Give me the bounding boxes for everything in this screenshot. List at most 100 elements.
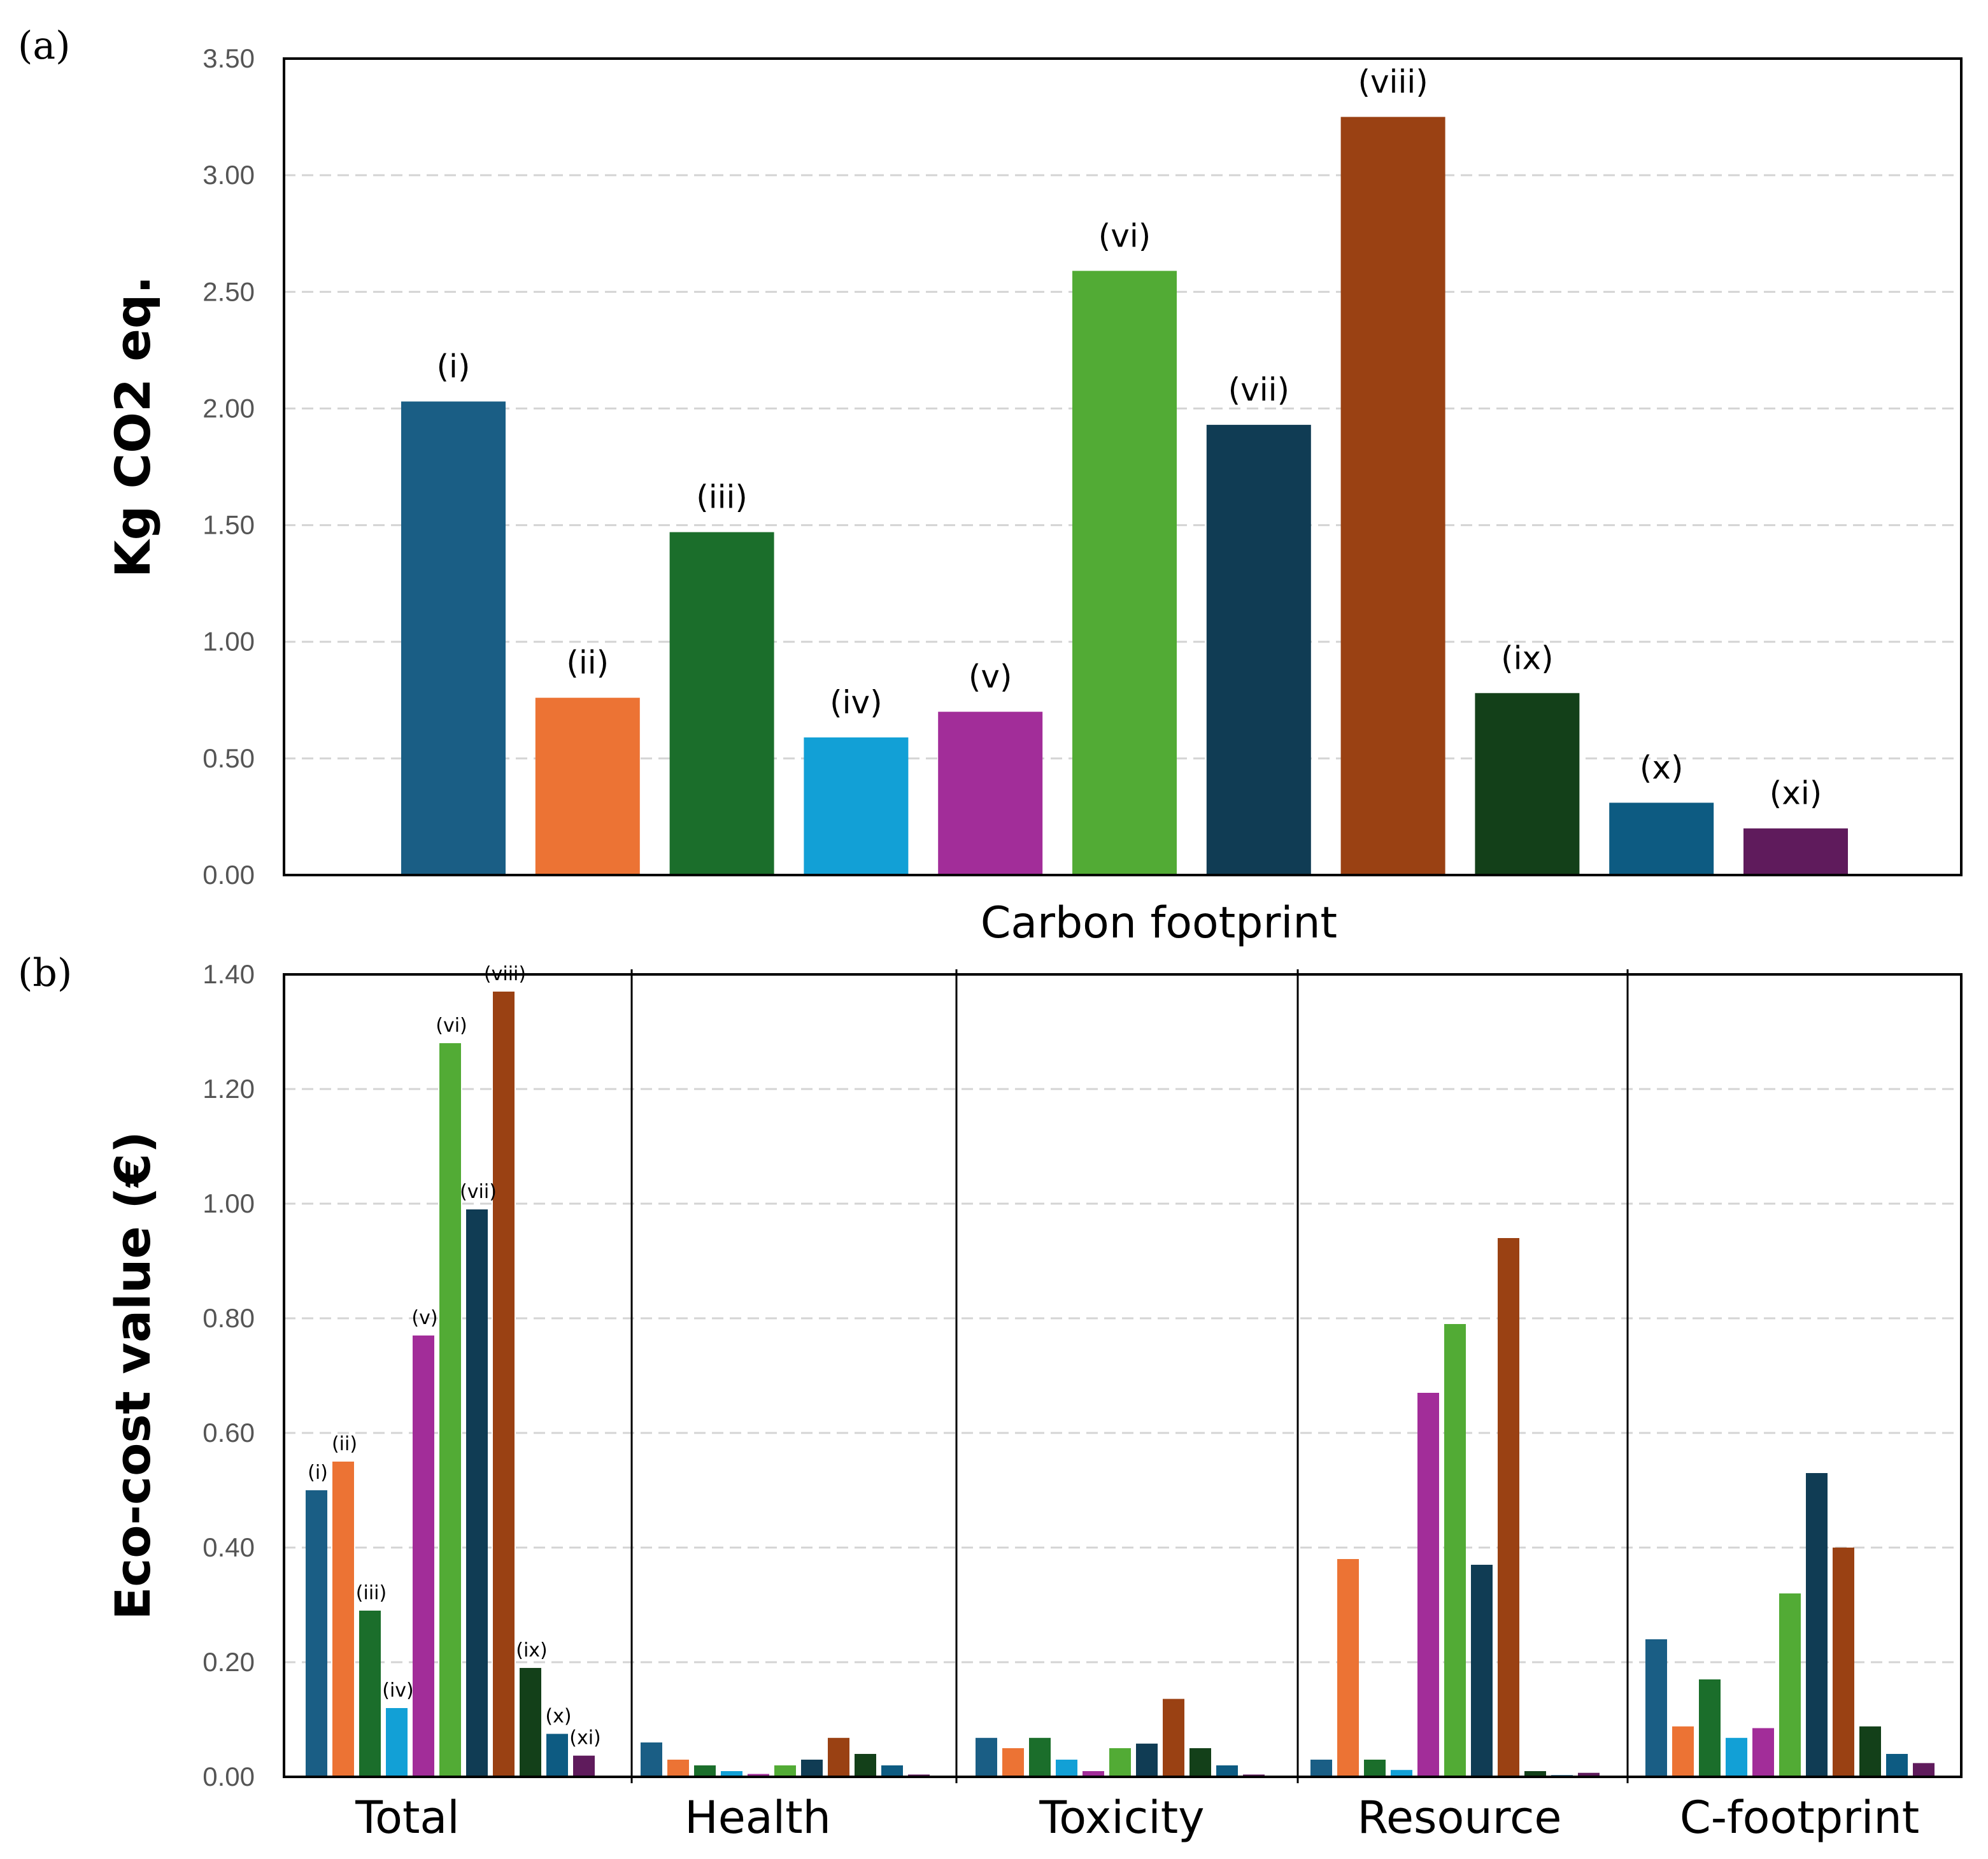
chart-b-bar: [1163, 1699, 1184, 1777]
chart-b-bar-label: (ix): [516, 1639, 548, 1662]
chart-b-bar: [1056, 1760, 1077, 1777]
chart-a-bar: [1475, 693, 1580, 875]
chart-b-bar: [1699, 1679, 1721, 1777]
chart-b-bar: [801, 1760, 823, 1777]
chart-b-bar-label: (xi): [569, 1727, 601, 1749]
chart-b-bar: [359, 1611, 381, 1777]
chart-b-bar-label: (vi): [436, 1015, 467, 1037]
chart-b-bar-label: (vii): [460, 1181, 497, 1203]
chart-a-bar-label: (vii): [1228, 371, 1289, 408]
chart-b-data-labels: (i)(ii)(iii)(iv)(v)(vi)(vii)(viii)(ix)(x…: [308, 963, 601, 1749]
chart-b-bar: [1913, 1763, 1935, 1777]
chart-a-y-tick-label: 2.00: [202, 393, 255, 423]
chart-a-bars: [401, 117, 1848, 876]
chart-a: 0.00 0.50 1.00 1.50 2.00 2.50 3.00 3.50 (i) (ii)…: [104, 43, 1963, 948]
chart-b-bar: [667, 1760, 689, 1777]
chart-b-bar: [1029, 1737, 1051, 1777]
chart-a-bar: [804, 737, 909, 875]
chart-a-bar: [1609, 802, 1714, 875]
chart-b-bar: [306, 1490, 327, 1777]
chart-b-bar: [1083, 1771, 1104, 1777]
chart-b-bar: [1310, 1760, 1332, 1777]
chart-b-bar: [520, 1668, 541, 1777]
chart-a-y-tick-label: 3.50: [202, 43, 255, 73]
chart-b-bar: [1444, 1324, 1466, 1777]
chart-b-bar: [439, 1043, 461, 1777]
chart-a-y-tick-label: 0.50: [202, 743, 255, 773]
chart-a-bar: [1340, 117, 1445, 876]
chart-a-bar-label: (iii): [696, 479, 748, 516]
chart-b-bar: [386, 1708, 408, 1777]
chart-b-y-tick-label: 1.20: [202, 1074, 255, 1104]
chart-b-bar: [774, 1765, 796, 1777]
chart-b-bar-label: (ii): [332, 1433, 357, 1455]
chart-b-bar: [493, 992, 515, 1777]
chart-a-bar: [401, 401, 506, 875]
chart-b-bar: [1524, 1771, 1546, 1777]
chart-a-data-labels: (i) (ii) (iii) (iv) (v) (vi) (vii) (viii) (ix) (x…: [437, 64, 1822, 812]
chart-b-bar-label: (iii): [356, 1582, 387, 1604]
chart-b-bar: [828, 1737, 849, 1777]
chart-a-bar-label: (iv): [830, 684, 883, 721]
chart-b-bar: [1779, 1593, 1801, 1777]
chart-b-y-tick-label: 0.40: [202, 1532, 255, 1562]
chart-a-bar: [669, 532, 774, 875]
chart-b-group-label: Total: [355, 1791, 459, 1844]
chart-a-bar-label: (vi): [1098, 217, 1151, 254]
chart-b-group-label: C-footprint: [1680, 1791, 1919, 1844]
chart-b-bar: [1391, 1770, 1412, 1777]
chart-b-bar: [694, 1765, 716, 1777]
chart-b-y-axis-label: Eco-cost value (€): [104, 1131, 161, 1620]
chart-a-bar: [1743, 828, 1848, 875]
chart-b-bar: [976, 1737, 997, 1777]
chart-a-y-tick-label: 1.50: [202, 510, 255, 540]
chart-b-bar: [855, 1754, 876, 1777]
chart-b-bar: [1216, 1765, 1238, 1777]
chart-b-bar: [1109, 1748, 1131, 1777]
chart-b-bar: [1859, 1726, 1881, 1777]
chart-b-y-tick-label: 0.20: [202, 1647, 255, 1677]
chart-a-bar: [535, 697, 640, 875]
panel-a-label: (a): [18, 24, 71, 68]
chart-b-bar: [546, 1734, 568, 1777]
chart-a-y-tick-label: 3.00: [202, 160, 255, 190]
chart-b-bar: [332, 1462, 354, 1777]
chart-b-bar: [1189, 1748, 1211, 1777]
chart-b-bar-label: (i): [308, 1462, 328, 1484]
chart-b-bar-label: (x): [545, 1706, 571, 1728]
chart-b-y-tick-label: 1.40: [202, 959, 255, 989]
chart-b-bar: [721, 1771, 742, 1777]
chart-a-bar-label: (viii): [1358, 64, 1428, 101]
chart-b-y-ticks: 0.00 0.20 0.40 0.60 0.80 1.00 1.20 1.40: [202, 959, 255, 1791]
chart-b-bar: [881, 1765, 903, 1777]
chart-b-bar: [1806, 1473, 1828, 1777]
chart-b-bar: [1498, 1238, 1519, 1777]
chart-a-x-axis-label: Carbon footprint: [981, 898, 1337, 948]
chart-a-y-tick-label: 1.00: [202, 627, 255, 657]
chart-a-y-tick-label: 2.50: [202, 276, 255, 306]
chart-a-y-tick-label: 0.00: [202, 860, 255, 890]
chart-a-bar: [938, 711, 1043, 875]
chart-b-bar: [413, 1335, 434, 1777]
chart-b-bar: [1672, 1726, 1694, 1777]
chart-b-group-label: Toxicity: [1039, 1791, 1204, 1844]
chart-b-y-tick-label: 0.60: [202, 1418, 255, 1448]
chart-a-frame: [283, 57, 1963, 876]
chart-b-bar: [1364, 1760, 1386, 1777]
chart-b-y-tick-label: 0.80: [202, 1303, 255, 1333]
chart-a-bar-label: (x): [1640, 749, 1684, 786]
chart-b-bar-label: (iv): [382, 1679, 414, 1702]
chart-a-y-ticks: 0.00 0.50 1.00 1.50 2.00 2.50 3.00 3.50: [202, 43, 255, 890]
chart-a-bar-label: (ii): [566, 645, 609, 681]
chart-b-group-labels: Total Health Toxicity Resource C-footprint: [355, 1791, 1919, 1844]
chart-b-bar: [1337, 1559, 1359, 1777]
chart-a-y-axis-label: Kg CO2 eq.: [104, 276, 161, 578]
chart-a-bar-label: (i): [437, 348, 471, 385]
chart-b-bar: [1136, 1743, 1158, 1777]
chart-a-bar: [1072, 271, 1177, 875]
chart-b-group-separators: [630, 969, 1629, 1783]
chart-b-bar: [1833, 1548, 1854, 1777]
chart-b-bar: [1886, 1754, 1908, 1777]
chart-b-bar: [641, 1742, 662, 1777]
